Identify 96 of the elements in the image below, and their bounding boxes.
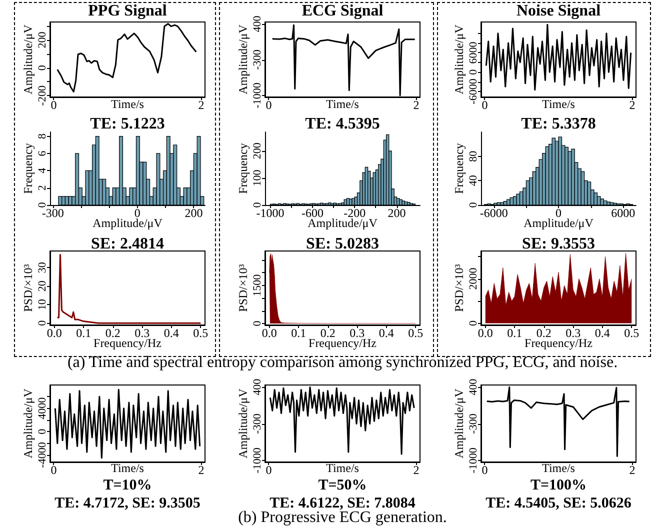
y-tick-label: 4	[36, 167, 48, 174]
y-axis-title: Amplitude/μV	[452, 388, 466, 458]
chart-title: SE: 5.0283	[306, 236, 379, 252]
x-tick-label: 2	[629, 463, 636, 477]
x-axis-title: Time/s	[326, 97, 360, 111]
x-tick-label: 6000	[611, 206, 636, 220]
x-tick-label: 0.5	[624, 326, 640, 340]
y-axis-title: Amplitude/μV	[452, 24, 466, 94]
chart-title: ECG Signal	[302, 2, 384, 20]
y-axis-title: Frequency	[452, 143, 466, 194]
line-series	[56, 254, 202, 324]
y-axis-title: Amplitude/μV	[21, 24, 35, 94]
text: T=10%	[103, 478, 152, 494]
y-tick-label: 0	[468, 320, 480, 326]
y-tick-label: 200	[36, 31, 48, 48]
y-tick-label: 10	[36, 298, 48, 310]
chart-title: Noise Signal	[516, 2, 602, 20]
y-tick-label: 2	[36, 185, 48, 191]
y-axis-title: PSD/×10³	[21, 264, 35, 312]
x-tick-label: 0.5	[193, 326, 208, 340]
x-tick-label: 0.1	[291, 326, 306, 340]
x-tick-label: 0.0	[46, 326, 62, 340]
y-tick-label: 0	[36, 428, 48, 434]
x-axis-title: Time/s	[542, 461, 576, 475]
y-tick-label: 2000	[468, 267, 480, 290]
y-tick-label: -300	[252, 49, 264, 70]
x-tick-label: 2	[198, 98, 204, 112]
y-axis-title: Amplitude/μV	[236, 24, 250, 94]
x-axis-title: Time/s	[326, 461, 360, 475]
y-tick-label: -300	[252, 413, 264, 434]
y-tick-label: 40	[468, 174, 480, 186]
x-axis-title: Time/s	[111, 97, 144, 111]
y-tick-label: 0	[36, 64, 48, 71]
y-tick-label: 8	[36, 133, 48, 140]
y-tick-label: 6000	[468, 41, 480, 64]
x-tick-label: 2	[413, 98, 420, 112]
y-tick-label: 400	[252, 378, 264, 396]
y-tick-label: 200	[252, 142, 264, 160]
y-tick-label: 0	[36, 320, 48, 326]
y-tick-label: 80	[468, 150, 480, 162]
y-tick-label: 1500	[252, 274, 264, 296]
x-tick-label: 200	[184, 206, 203, 220]
x-tick-label: 2	[198, 463, 204, 477]
y-tick-label: 400	[468, 378, 480, 396]
text: (b) Progressive ECG generation.	[238, 509, 447, 527]
x-tick-label: 0.4	[164, 326, 179, 340]
x-tick-label: 0	[266, 463, 272, 477]
chart-title: TE: 4.5395	[305, 116, 380, 132]
x-tick-label: 0.1	[507, 326, 522, 340]
y-tick-label: -300	[468, 413, 480, 434]
y-tick-label: 20	[36, 280, 48, 292]
x-tick-label: 0	[482, 463, 488, 477]
line-series	[54, 388, 201, 459]
y-tick-label: 4000	[36, 396, 48, 420]
x-tick-label: 0	[50, 98, 57, 112]
text: TE: 4.5405, SE: 5.0626	[486, 496, 632, 512]
y-axis-title: Frequency	[236, 143, 250, 194]
chart-title: SE: 2.4814	[91, 236, 164, 252]
text: TE: 4.7172, SE: 9.3505	[54, 496, 200, 512]
chart-title: PPG Signal	[88, 2, 168, 20]
x-tick-label: 2	[413, 463, 420, 477]
x-tick-label: 2	[629, 98, 636, 112]
x-tick-label: 0	[482, 98, 488, 112]
y-axis-title: Frequency	[21, 143, 35, 194]
y-axis-title: Amplitude/μV	[236, 388, 250, 458]
y-tick-label: 100	[252, 169, 264, 186]
chart-title: SE: 9.3553	[522, 236, 595, 252]
y-axis-title: PSD/×10³	[236, 264, 250, 312]
x-tick-label: 0.0	[478, 326, 493, 340]
y-tick-label: -4000	[36, 442, 48, 468]
y-tick-label: 0	[252, 202, 264, 208]
x-tick-label: 0.4	[378, 326, 394, 340]
x-tick-label: 0.5	[408, 326, 424, 340]
y-tick-label: 0	[252, 320, 264, 326]
y-tick-label: 400	[252, 15, 264, 32]
text: T=100%	[530, 478, 587, 494]
text: TE: 4.6122, SE: 7.8084	[270, 496, 416, 512]
x-tick-label: 0.4	[594, 326, 610, 340]
x-axis-title: Time/s	[542, 97, 576, 111]
x-tick-label: 0	[266, 98, 272, 112]
x-tick-label: 0	[50, 463, 57, 477]
y-tick-label: 0	[36, 202, 48, 208]
x-tick-label: 0.1	[76, 326, 92, 340]
x-axis-title: Time/s	[111, 461, 144, 475]
x-tick-label: 0.0	[262, 326, 277, 340]
x-tick-label: -6000	[480, 206, 508, 220]
x-tick-label: 200	[388, 206, 406, 220]
y-tick-label: 0	[468, 202, 480, 208]
y-axis-title: PSD/×10³	[452, 264, 466, 312]
chart-title: TE: 5.1223	[90, 116, 165, 132]
y-tick-label: 6	[36, 150, 48, 156]
chart-title: TE: 5.3378	[521, 116, 596, 132]
y-axis-title: Amplitude/μV	[21, 388, 35, 458]
text: T=50%	[318, 478, 367, 494]
y-tick-label: 30	[36, 262, 48, 274]
y-tick-label: 0	[468, 68, 480, 75]
